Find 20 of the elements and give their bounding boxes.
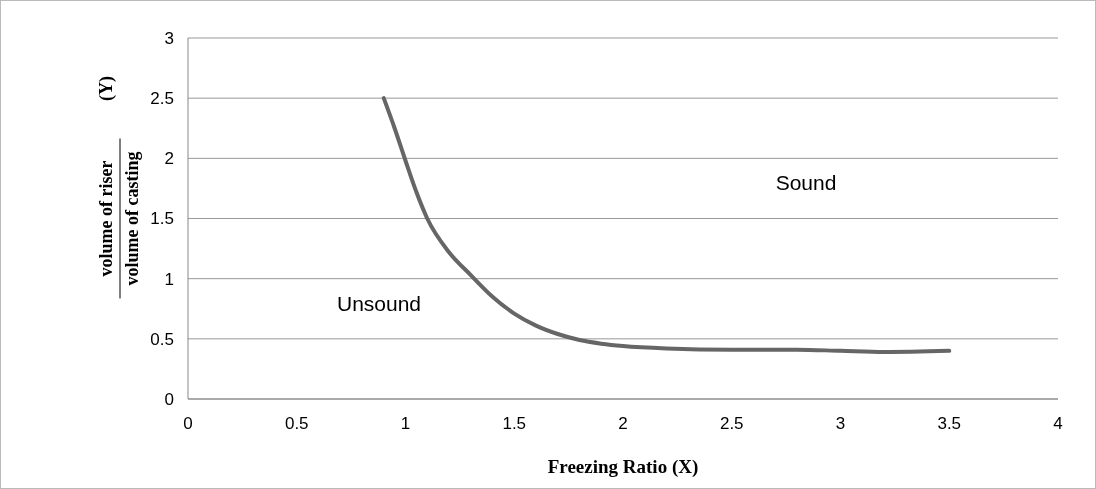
x-tick-label: 2.5 bbox=[719, 414, 744, 433]
y-tick-label: 2 bbox=[164, 149, 174, 169]
y-tick-label: 0 bbox=[164, 389, 174, 409]
x-tick-label: 1 bbox=[400, 414, 411, 433]
annotation: Unsound bbox=[336, 292, 422, 316]
y-tick-label: 1 bbox=[164, 269, 174, 289]
x-tick-label: 2 bbox=[618, 414, 628, 433]
x-tick-label: 0.5 bbox=[284, 414, 309, 433]
y-tick-label: 0.5 bbox=[150, 329, 174, 349]
x-tick-label: 1.5 bbox=[502, 414, 527, 433]
x-tick-label: 3 bbox=[835, 414, 846, 433]
x-tick-label: 0 bbox=[183, 414, 193, 433]
y-tick-label: 2.5 bbox=[150, 89, 174, 109]
annotation: Sound bbox=[775, 171, 837, 195]
x-tick-label: 4 bbox=[1053, 414, 1063, 433]
y-tick-label: 1.5 bbox=[150, 209, 174, 229]
x-tick-label: 3.5 bbox=[937, 414, 962, 433]
text: volume of riser volume of casting (Y) bbox=[96, 76, 142, 286]
x-axis-title: Freezing Ratio (X) bbox=[547, 456, 699, 478]
y-tick-label: 3 bbox=[164, 28, 174, 48]
